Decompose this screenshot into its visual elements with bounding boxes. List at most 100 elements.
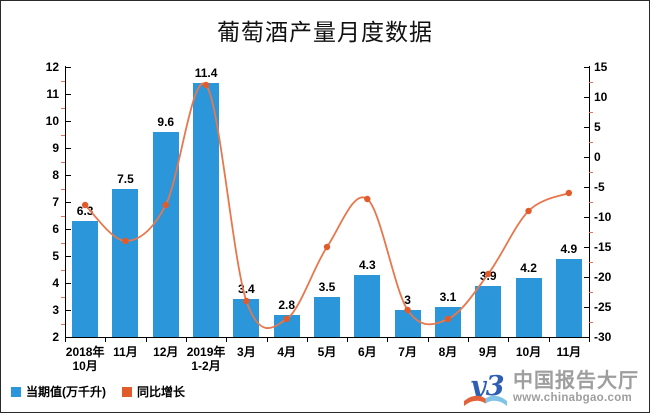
- line-marker: [565, 189, 573, 197]
- left-axis-tick-label: 3: [52, 303, 59, 317]
- right-axis-tick: [584, 307, 590, 308]
- left-axis-tick-label: 10: [45, 114, 59, 128]
- right-axis-line: [589, 66, 590, 337]
- bar-value-label: 3: [404, 293, 411, 307]
- right-axis-tick-label: -10: [594, 210, 612, 224]
- right-axis-tick: [584, 127, 590, 128]
- brand-name: 中国报告大厅: [513, 370, 639, 392]
- right-axis-minor-tick: [589, 112, 593, 113]
- legend-label-line: 同比增长: [137, 385, 186, 399]
- line-path: [84, 82, 570, 329]
- x-axis-tick: [306, 338, 308, 342]
- bar-2: [112, 188, 139, 337]
- left-axis-tick-label: 9: [52, 141, 59, 155]
- right-axis-minor-tick: [589, 172, 593, 173]
- x-axis-category-label: 12月: [153, 345, 179, 359]
- bar-value-label: 3.5: [318, 279, 336, 294]
- left-axis-tick-label: 5: [52, 249, 59, 263]
- bar-7: [314, 296, 340, 337]
- line-marker: [283, 315, 290, 323]
- x-axis-category-label: 11月: [113, 345, 138, 359]
- bar-3: [152, 131, 179, 337]
- x-axis-tick: [508, 338, 510, 342]
- bar-4: [193, 83, 220, 337]
- x-axis-category-label: 11月: [556, 345, 582, 359]
- bar-value-label: 4.3: [358, 257, 376, 272]
- left-axis-tick: [65, 175, 71, 176]
- chart-title: 葡萄酒产量月度数据: [217, 19, 433, 45]
- right-axis-minor-tick: [589, 322, 593, 323]
- right-axis-tick: [584, 277, 590, 278]
- bar-value-label: 9.6: [157, 114, 175, 129]
- left-axis-tick: [65, 67, 71, 68]
- right-axis-minor-tick: [589, 232, 593, 233]
- right-axis-tick-label: -30: [594, 330, 612, 344]
- x-axis-tick: [468, 338, 470, 342]
- line-series: [81, 81, 573, 329]
- right-axis-tick: [584, 217, 590, 218]
- right-axis-tick-label: -5: [594, 180, 605, 194]
- right-axis-tick-label: -15: [594, 240, 612, 254]
- x-axis-tick: [548, 338, 550, 342]
- left-axis-tick-label: 7: [52, 195, 59, 209]
- right-axis-tick: [584, 157, 590, 158]
- legend-swatch-line: [122, 386, 132, 397]
- right-axis-tick: [584, 67, 590, 68]
- right-axis-tick-label: 0: [594, 150, 601, 164]
- right-axis-tick: [584, 247, 590, 248]
- bar-8: [354, 274, 381, 337]
- left-axis-minor-tick: [61, 80, 65, 82]
- left-axis-tick: [65, 283, 71, 284]
- line-marker: [525, 207, 532, 215]
- right-axis-tick-label: -20: [594, 270, 612, 284]
- line-marker: [202, 81, 210, 89]
- x-axis-category-label: 2018年 10月: [65, 345, 105, 373]
- left-axis-tick: [65, 121, 71, 122]
- x-axis-tick: [589, 338, 590, 342]
- bar-value-label: 6.3: [76, 203, 94, 218]
- left-axis-tick-label: 2: [52, 330, 59, 344]
- brand-url: www.chinabgao.com: [513, 392, 633, 404]
- right-axis-tick: [584, 97, 590, 98]
- left-axis-tick-label: 11: [46, 87, 59, 101]
- x-axis-tick: [185, 338, 187, 342]
- x-axis-category-label: 5月: [317, 345, 337, 359]
- x-axis-category-label: 6月: [357, 345, 377, 359]
- x-axis-category-label: 9月: [478, 345, 498, 359]
- bar-9: [394, 310, 421, 337]
- left-axis-minor-tick: [61, 296, 65, 298]
- left-axis-tick: [65, 202, 71, 203]
- right-axis-tick-label: 5: [594, 120, 601, 134]
- line-marker: [364, 195, 371, 203]
- bar-value-label: 4.2: [520, 260, 537, 275]
- x-axis-category-label: 10月: [515, 345, 542, 359]
- x-axis-category-label: 3月: [237, 345, 256, 359]
- right-axis-minor-tick: [589, 262, 593, 263]
- left-axis-minor-tick: [61, 269, 65, 271]
- right-axis-minor-tick: [589, 202, 593, 203]
- legend-item-line-series: 同比增长: [122, 383, 185, 400]
- left-axis-tick: [65, 256, 71, 257]
- right-axis-tick-label: -25: [594, 300, 612, 314]
- line-marker: [162, 201, 169, 209]
- right-axis-tick: [584, 187, 590, 188]
- right-axis-minor-tick: [589, 292, 593, 293]
- left-axis-tick: [65, 310, 71, 311]
- bar-value-label: 3.1: [439, 290, 457, 305]
- x-axis-category-label: 2019年 1-2月: [186, 345, 226, 373]
- x-axis-tick: [226, 338, 228, 342]
- legend: 当期值(万千升) 同比增长: [11, 383, 185, 400]
- legend-label-bar: 当期值(万千升): [26, 385, 106, 399]
- bar-value-label: 4.9: [560, 241, 578, 256]
- left-axis-tick-label: 4: [52, 276, 59, 290]
- x-axis-tick: [266, 338, 268, 342]
- bar-13: [555, 258, 582, 337]
- line-marker: [81, 201, 89, 209]
- left-axis-minor-tick: [61, 242, 65, 244]
- bar-11: [475, 285, 502, 337]
- bar-6: [273, 315, 300, 337]
- right-axis-tick-label: 15: [594, 60, 608, 74]
- line-marker: [122, 237, 129, 245]
- x-axis-tick: [145, 338, 147, 342]
